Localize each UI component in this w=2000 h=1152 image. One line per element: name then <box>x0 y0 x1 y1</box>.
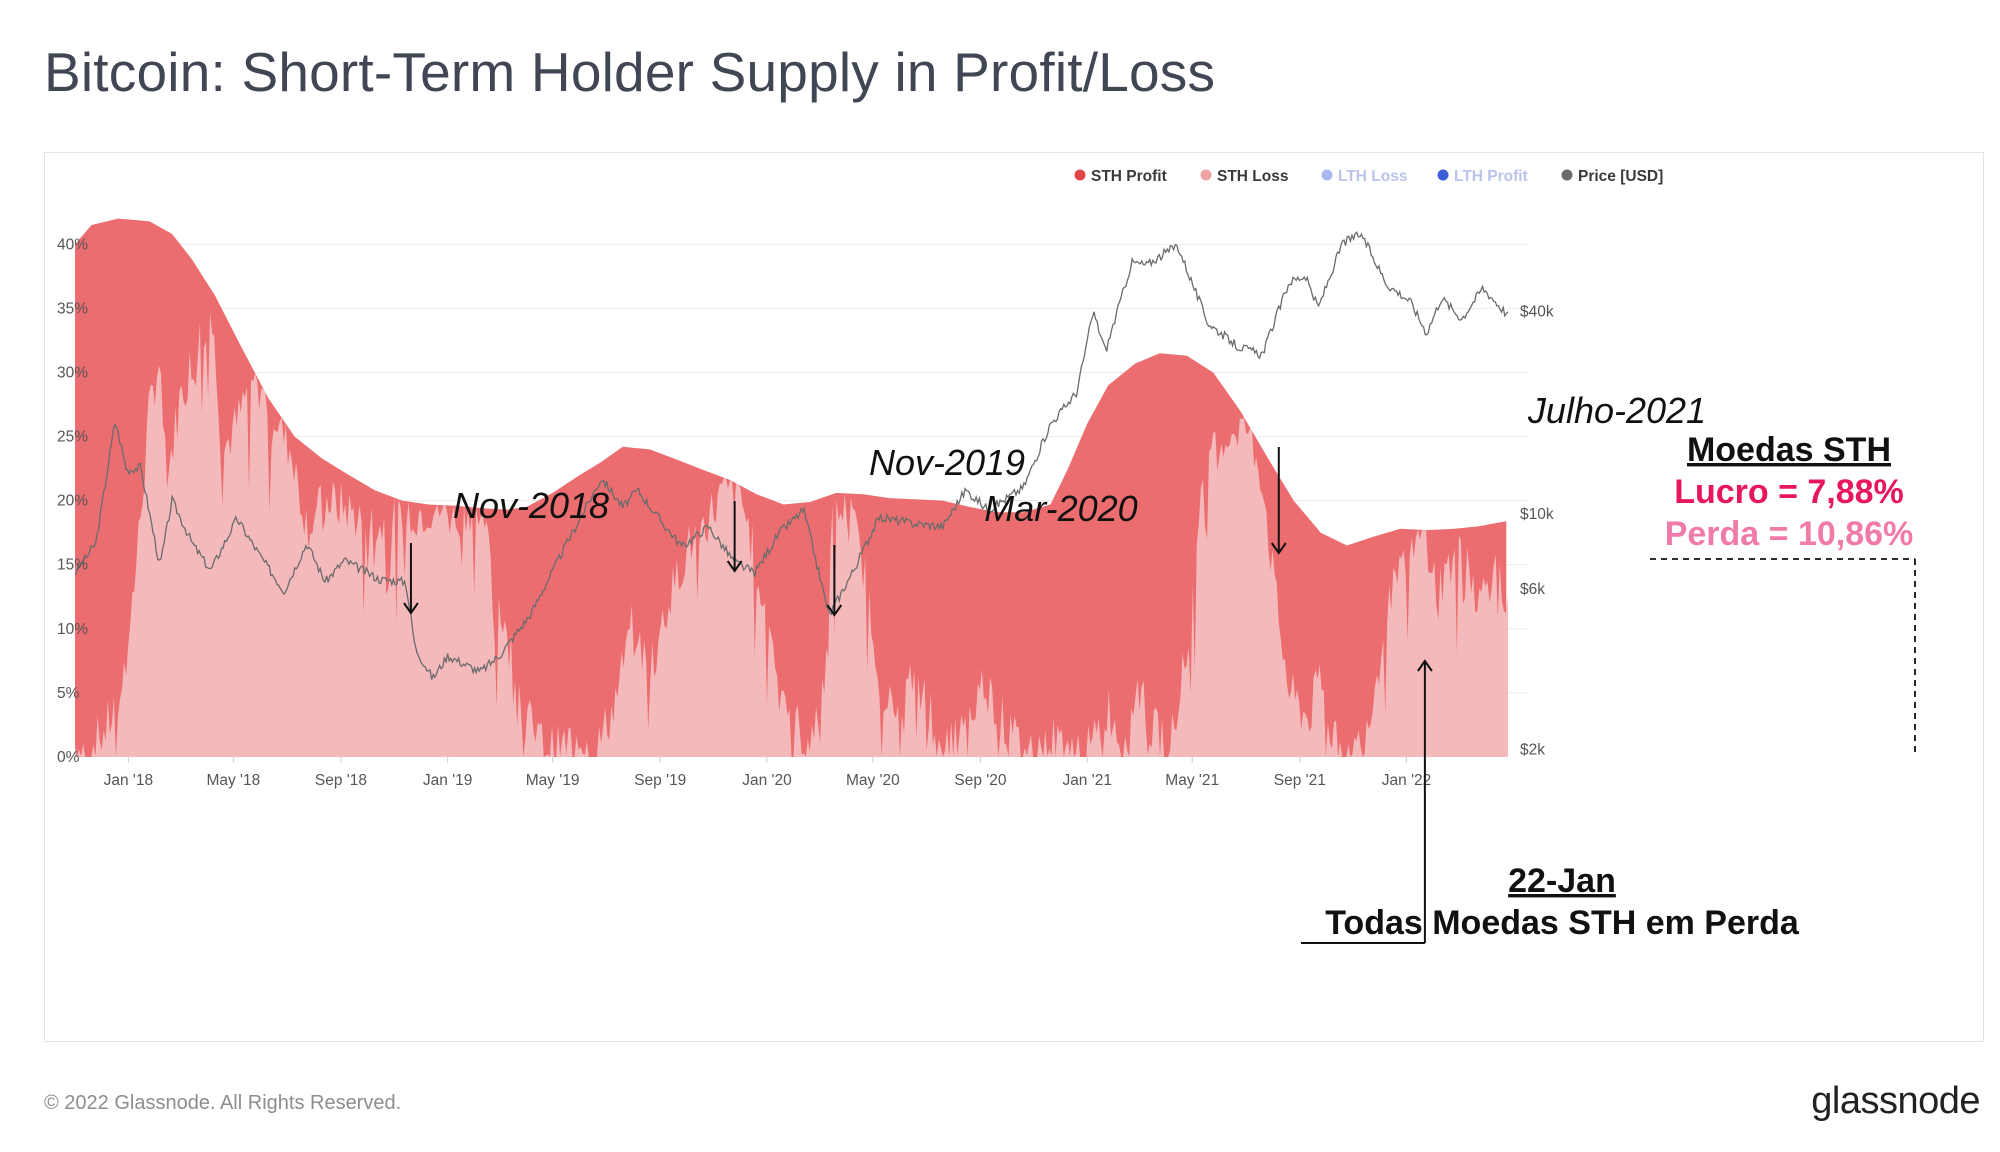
y-left-tick-label: 15% <box>57 557 88 574</box>
legend-label: STH Profit <box>1091 168 1167 185</box>
price-line <box>74 231 1509 680</box>
chart-frame: glassnode 0%5%10%15%20%25%30%35%40%$2k$6… <box>44 152 1984 1042</box>
x-tick-label: Jan '20 <box>742 772 792 789</box>
y-right-tick-label: $2k <box>1520 742 1545 759</box>
summary-title: Moedas STH <box>1687 431 1891 469</box>
legend-swatch <box>1074 169 1086 181</box>
x-tick-label: Sep '19 <box>634 772 686 789</box>
y-left-tick-label: 35% <box>57 300 88 317</box>
axis-layer: 0% 5% 10% 15% 20% 25% 30% 35% 40% $2k $6k $10k $40k J… <box>57 236 1554 789</box>
y-right-tick-label: $6k <box>1520 581 1545 598</box>
y-right-tick-label: $40k <box>1520 304 1554 321</box>
jan22-arrowhead <box>1417 659 1433 672</box>
legend-swatch <box>1321 169 1333 181</box>
legend-swatch <box>1437 169 1449 181</box>
annotation-nov-2018-arrowhead <box>403 602 419 615</box>
page-title: Bitcoin: Short-Term Holder Supply in Pro… <box>44 41 1216 103</box>
x-tick-label: Sep '20 <box>954 772 1006 789</box>
glassnode-logo: glassnode <box>1811 1080 1980 1122</box>
legend-label: LTH Loss <box>1338 168 1407 185</box>
x-tick-label: Jan '21 <box>1062 772 1112 789</box>
annotation-nov-2019-arrowhead <box>726 560 743 573</box>
x-tick-label: May '21 <box>1165 772 1219 789</box>
summary-profit: Lucro = 7,88% <box>1674 473 1904 511</box>
annotation-jul-2021-arrowhead <box>1270 542 1287 555</box>
jan22-label: 22-Jan <box>1508 862 1616 900</box>
jan22-subtitle: Todas Moedas STH em Perda <box>1325 904 1800 942</box>
x-tick-label: May '19 <box>526 772 580 789</box>
y-left-tick-label: 0% <box>57 749 80 766</box>
price-layer <box>74 231 1509 680</box>
x-tick-label: Sep '18 <box>315 772 367 789</box>
x-tick-label: May '20 <box>846 772 900 789</box>
annotation-nov-2018-label: Nov-2018 <box>453 485 609 526</box>
y-left-tick-label: 30% <box>57 364 88 381</box>
annotation-nov-2019-label: Nov-2019 <box>869 442 1025 483</box>
x-tick-label: Jan '18 <box>104 772 154 789</box>
legend-label: Price [USD] <box>1578 168 1663 185</box>
area-layer <box>75 218 1508 758</box>
legend-swatch <box>1200 169 1212 181</box>
annotation-jul-2021-label: Julho-2021 <box>1527 390 1706 431</box>
y-right-tick-label: $10k <box>1520 506 1554 523</box>
annotation-mar-2020-arrowhead <box>826 604 843 617</box>
y-left-tick-label: 20% <box>57 493 88 510</box>
y-left-tick-label: 25% <box>57 429 88 446</box>
summary-loss: Perda = 10,86% <box>1665 515 1914 553</box>
chart-svg: glassnode 0%5%10%15%20%25%30%35%40%$2k$6… <box>57 168 1916 944</box>
legend: STH Profit STH Loss LTH Loss LTH Profit Pric… <box>1074 168 1663 185</box>
y-left-tick-label: 10% <box>57 621 88 638</box>
sth-loss-area <box>75 312 1508 757</box>
x-tick-label: Jan '19 <box>423 772 473 789</box>
annotations: Nov-2018 Nov-2019 Mar-2020 Julho-2021 22-Jan… <box>403 390 1916 944</box>
x-tick-label: Jan '22 <box>1382 772 1432 789</box>
legend-swatch <box>1561 169 1573 181</box>
footer-copyright: © 2022 Glassnode. All Rights Reserved. <box>44 1092 402 1114</box>
legend-label: LTH Profit <box>1454 168 1528 185</box>
y-left-tick-label: 40% <box>57 236 88 253</box>
legend-label: STH Loss <box>1217 168 1288 185</box>
x-tick-label: May '18 <box>206 772 260 789</box>
y-left-tick-label: 5% <box>57 685 80 702</box>
annotation-mar-2020-label: Mar-2020 <box>984 488 1137 529</box>
x-tick-label: Sep '21 <box>1274 772 1326 789</box>
